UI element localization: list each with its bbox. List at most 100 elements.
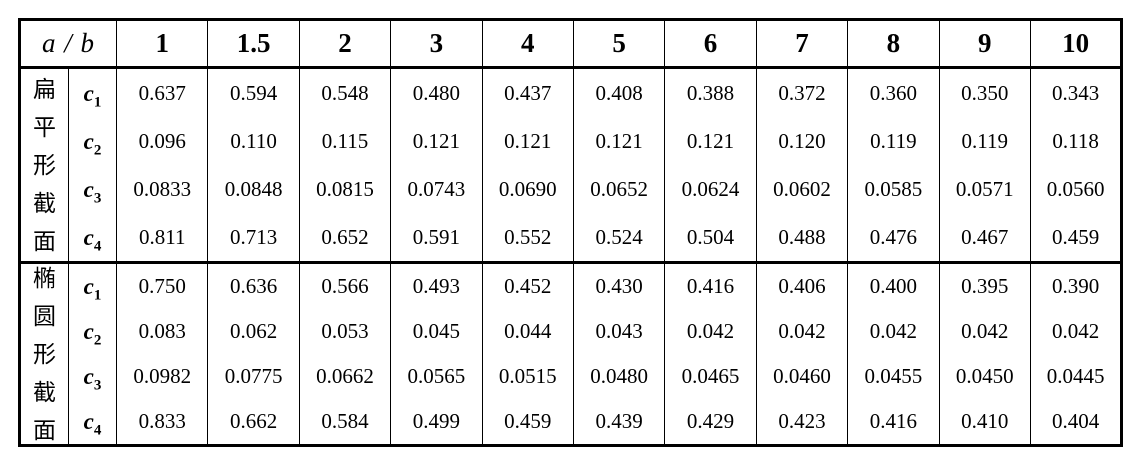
value-cell: 0.062 bbox=[207, 309, 300, 354]
value-cell: 0.652 bbox=[298, 213, 392, 263]
value-cell: 0.713 bbox=[207, 213, 300, 263]
section-name: 扁平形截面 bbox=[19, 66, 69, 263]
row-label-symbol: c bbox=[83, 224, 94, 250]
value-cell: 0.115 bbox=[298, 117, 392, 165]
value-cell: 0.833 bbox=[116, 399, 209, 446]
value-cell: 0.584 bbox=[298, 399, 392, 446]
value-cell: 0.0560 bbox=[1029, 165, 1123, 213]
row-label-subscript: 2 bbox=[93, 332, 102, 349]
section-name-char: 圆 bbox=[33, 303, 56, 329]
value-cell: 0.476 bbox=[847, 213, 940, 263]
value-cell: 0.0743 bbox=[390, 165, 483, 213]
value-cell: 0.0585 bbox=[847, 165, 940, 213]
table-row: c3 0.0833 0.0848 0.0815 0.0743 0.0690 0.0652 0.… bbox=[20, 165, 1123, 213]
section-name: 椭圆形截面 bbox=[19, 261, 69, 446]
section-name-char: 形 bbox=[33, 341, 56, 367]
value-cell: 0.0480 bbox=[572, 354, 666, 399]
value-cell: 0.548 bbox=[298, 66, 392, 117]
column-header: 5 bbox=[572, 19, 666, 68]
value-cell: 0.0515 bbox=[481, 354, 574, 399]
value-cell: 0.0848 bbox=[207, 165, 300, 213]
table-row: 扁平形截面 c1 0.637 0.594 0.548 0.480 0.437 0.408 0.3… bbox=[19, 66, 1123, 263]
value-cell: 0.504 bbox=[664, 213, 757, 263]
row-label-symbol: c bbox=[83, 128, 94, 154]
value-cell: 0.121 bbox=[390, 117, 483, 165]
value-cell: 0.042 bbox=[847, 309, 940, 354]
row-label-symbol: c bbox=[83, 274, 94, 299]
value-cell: 0.0465 bbox=[664, 354, 757, 399]
row-label-subscript: 2 bbox=[93, 142, 102, 159]
value-cell: 0.410 bbox=[938, 399, 1031, 446]
value-cell: 0.0460 bbox=[755, 354, 849, 399]
value-cell: 0.043 bbox=[572, 309, 666, 354]
value-cell: 0.395 bbox=[938, 261, 1031, 309]
row-label-symbol: c bbox=[83, 364, 94, 389]
section-name-char: 扁 bbox=[33, 76, 56, 102]
table-row: c3 0.0982 0.0775 0.0662 0.0565 0.0515 0.0480 0.… bbox=[20, 354, 1123, 399]
section-name-chars: 椭圆形截面 bbox=[21, 267, 68, 442]
value-cell: 0.459 bbox=[1029, 213, 1123, 263]
table-header: a / b 1 1.5 2 3 4 5 6 7 8 9 10 bbox=[18, 19, 1123, 68]
header-row: a / b 1 1.5 2 3 4 5 6 7 8 9 10 bbox=[18, 19, 1123, 68]
value-cell: 0.404 bbox=[1029, 399, 1123, 446]
table-row: c2 0.096 0.110 0.115 0.121 0.121 0.121 0.121 0.1… bbox=[20, 117, 1123, 165]
value-cell: 0.0624 bbox=[664, 165, 757, 213]
column-header: 6 bbox=[664, 19, 757, 68]
value-cell: 0.360 bbox=[847, 66, 940, 117]
value-cell: 0.120 bbox=[755, 117, 849, 165]
value-cell: 0.042 bbox=[938, 309, 1031, 354]
value-cell: 0.406 bbox=[755, 261, 849, 309]
value-cell: 0.042 bbox=[1029, 309, 1123, 354]
value-cell: 0.0445 bbox=[1029, 354, 1123, 399]
value-cell: 0.499 bbox=[390, 399, 483, 446]
value-cell: 0.053 bbox=[298, 309, 392, 354]
value-cell: 0.452 bbox=[481, 261, 574, 309]
column-header: 4 bbox=[481, 19, 574, 68]
value-cell: 0.121 bbox=[481, 117, 574, 165]
value-cell: 0.400 bbox=[847, 261, 940, 309]
corner-label-a-over-b: a / b bbox=[18, 19, 118, 68]
row-label-c3: c3 bbox=[67, 354, 118, 399]
value-cell: 0.423 bbox=[755, 399, 849, 446]
row-label-c1: c1 bbox=[67, 261, 118, 309]
value-cell: 0.429 bbox=[664, 399, 757, 446]
value-cell: 0.416 bbox=[664, 261, 757, 309]
value-cell: 0.118 bbox=[1029, 117, 1123, 165]
row-label-c4: c4 bbox=[67, 213, 118, 263]
value-cell: 0.480 bbox=[390, 66, 483, 117]
section-name-char: 椭 bbox=[33, 265, 56, 291]
value-cell: 0.637 bbox=[116, 66, 209, 117]
value-cell: 0.0450 bbox=[938, 354, 1031, 399]
value-cell: 0.0571 bbox=[938, 165, 1031, 213]
value-cell: 0.343 bbox=[1029, 66, 1123, 117]
row-label-c4: c4 bbox=[67, 399, 118, 446]
column-header: 8 bbox=[847, 19, 940, 68]
row-label-subscript: 1 bbox=[93, 94, 102, 111]
section-name-char: 截 bbox=[33, 190, 56, 216]
value-cell: 0.566 bbox=[298, 261, 392, 309]
column-header: 10 bbox=[1029, 19, 1123, 68]
value-cell: 0.0690 bbox=[481, 165, 574, 213]
value-cell: 0.083 bbox=[116, 309, 209, 354]
row-label-subscript: 3 bbox=[93, 377, 102, 394]
row-label-c2: c2 bbox=[67, 117, 118, 165]
value-cell: 0.493 bbox=[390, 261, 483, 309]
row-label-subscript: 3 bbox=[93, 190, 102, 207]
value-cell: 0.119 bbox=[847, 117, 940, 165]
value-cell: 0.437 bbox=[481, 66, 574, 117]
value-cell: 0.119 bbox=[938, 117, 1031, 165]
value-cell: 0.0775 bbox=[207, 354, 300, 399]
row-label-symbol: c bbox=[83, 409, 94, 434]
row-label-symbol: c bbox=[83, 80, 94, 106]
value-cell: 0.408 bbox=[572, 66, 666, 117]
section-name-char: 截 bbox=[33, 379, 56, 405]
value-cell: 0.636 bbox=[207, 261, 300, 309]
value-cell: 0.121 bbox=[572, 117, 666, 165]
column-header: 2 bbox=[298, 19, 392, 68]
value-cell: 0.350 bbox=[938, 66, 1031, 117]
section-name-char: 面 bbox=[33, 417, 56, 443]
table-row: 椭圆形截面 c1 0.750 0.636 0.566 0.493 0.452 0.430 0.4… bbox=[19, 261, 1123, 446]
value-cell: 0.372 bbox=[755, 66, 849, 117]
value-cell: 0.488 bbox=[755, 213, 849, 263]
section-name-char: 平 bbox=[33, 114, 56, 140]
